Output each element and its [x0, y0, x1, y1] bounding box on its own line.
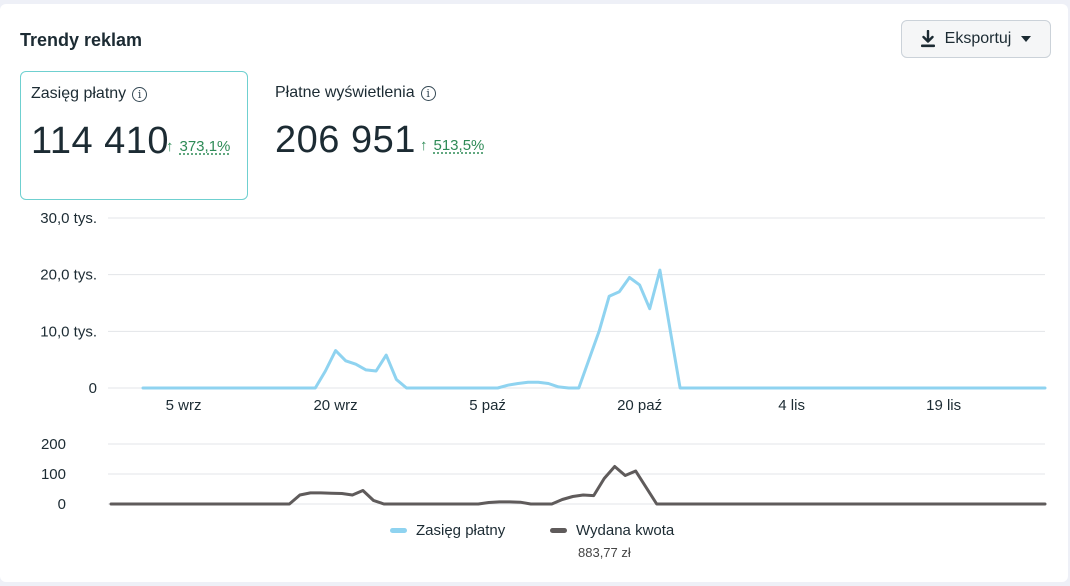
legend-label-reach: Zasięg płatny	[416, 522, 506, 539]
top-chart-y-tick-label: 20,0 tys.	[40, 267, 97, 284]
spend-series-line	[109, 465, 1047, 506]
info-icon[interactable]: i	[132, 86, 148, 102]
x-tick-label: 20 wrz	[313, 397, 357, 414]
download-icon	[920, 30, 935, 48]
x-tick-label: 5 paź	[469, 397, 506, 414]
export-label: Eksportuj	[944, 30, 1012, 47]
arrow-up-icon: ↑	[166, 138, 174, 155]
change-percent[interactable]: 373,1%	[179, 138, 231, 155]
legend-swatch-spend	[550, 528, 567, 533]
top-chart-y-tick-label: 0	[89, 380, 97, 397]
metric-value: 114 410	[31, 120, 170, 162]
card-title: Trendy reklam	[20, 30, 143, 50]
legend-swatch-reach	[390, 528, 407, 533]
bottom-chart-y-tick-label: 200	[41, 436, 66, 453]
legend-label-spend: Wydana kwota	[576, 522, 675, 539]
metric-label: Zasięg płatny	[31, 85, 127, 102]
legend-item-reach[interactable]: Zasięg płatny	[390, 522, 505, 539]
metric-change: ↑ 373,1%	[166, 138, 230, 155]
top-chart-y-tick-label: 10,0 tys.	[40, 323, 97, 340]
metric-label-row: Zasięg płatny i	[31, 85, 148, 103]
export-button[interactable]: Eksportuj	[901, 20, 1051, 58]
legend-spend-total: 883,77 zł	[578, 545, 631, 560]
metric-label-row: Płatne wyświetlenia i	[275, 84, 436, 102]
x-tick-label: 4 lis	[778, 397, 805, 414]
change-percent[interactable]: 513,5%	[433, 137, 485, 154]
x-tick-label: 5 wrz	[166, 397, 202, 414]
metric-label: Płatne wyświetlenia	[275, 84, 415, 101]
caret-down-icon	[1021, 36, 1032, 42]
arrow-up-icon: ↑	[420, 137, 428, 154]
legend-item-spend[interactable]: Wydana kwota	[550, 522, 674, 539]
paid-reach-series-line	[141, 268, 1047, 390]
metric-change: ↑ 513,5%	[420, 137, 484, 154]
top-chart-y-tick-label: 30,0 tys.	[40, 210, 97, 227]
metric-card-paid-reach[interactable]: Zasięg płatny i 114 410 ↑ 373,1%	[20, 71, 248, 200]
ad-trends-card: Trendy reklam Eksportuj Zasięg płatny i …	[0, 4, 1068, 582]
x-tick-label: 20 paź	[617, 397, 662, 414]
bottom-chart-y-tick-label: 100	[41, 466, 66, 483]
bottom-chart-y-tick-label: 0	[58, 496, 66, 513]
metric-value: 206 951	[275, 119, 416, 161]
x-tick-label: 19 lis	[926, 397, 961, 414]
info-icon[interactable]: i	[420, 85, 436, 101]
metric-card-paid-impressions[interactable]: Płatne wyświetlenia i 206 951 ↑ 513,5%	[255, 71, 555, 200]
